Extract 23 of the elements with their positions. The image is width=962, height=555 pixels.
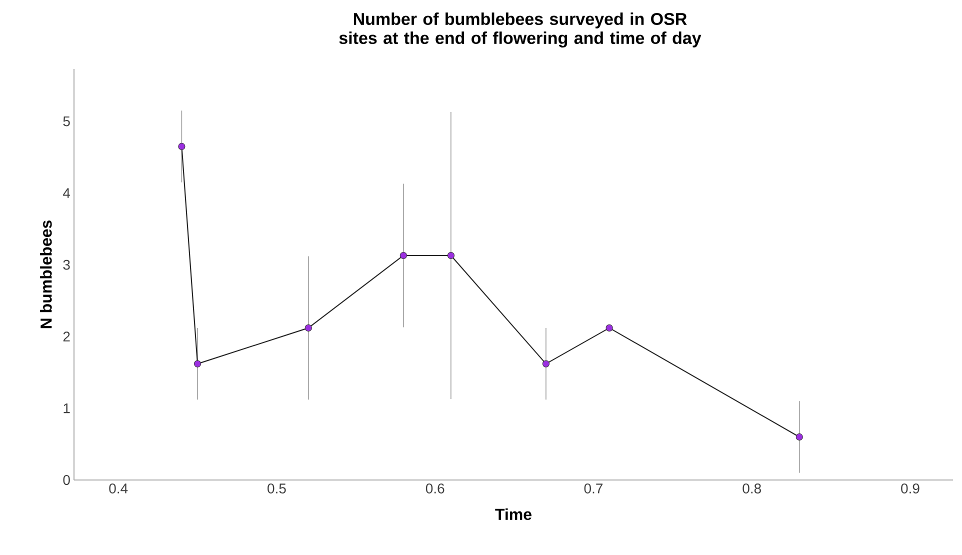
point [304, 324, 312, 332]
x-tick-label: 0.9 [901, 484, 920, 494]
point [606, 324, 613, 332]
point [447, 252, 454, 260]
point [400, 252, 407, 260]
x-tick-label: 0.7 [584, 484, 603, 494]
x-tick-label: 0.6 [426, 484, 444, 494]
point [194, 360, 202, 368]
point [542, 360, 550, 368]
point [178, 142, 186, 150]
y-tick-label: 4 [62, 188, 70, 198]
x-tick-label: 0.4 [109, 484, 128, 494]
point [796, 433, 803, 441]
y-tick-label: 0 [63, 475, 70, 485]
y-tick-label: 1 [64, 403, 70, 414]
y-tick-label: 5 [63, 116, 70, 126]
y-axis-title: N bumblebees [40, 220, 52, 328]
chart-title: Number of bumblebees surveyed in OSR sites at the end of flowering and time of day [339, 12, 702, 48]
x-axis-title: Time [495, 508, 532, 520]
x-tick-label: 0.5 [268, 484, 286, 494]
y-tick-label: 2 [63, 332, 70, 342]
x-tick-label: 0.8 [742, 484, 761, 494]
y-tick-label: 3 [63, 260, 70, 270]
